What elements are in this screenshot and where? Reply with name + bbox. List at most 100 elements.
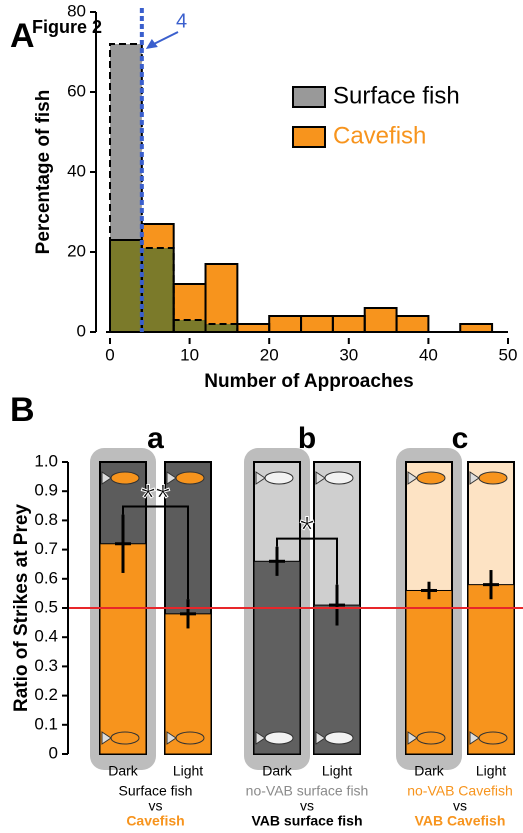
- bar: [164, 613, 212, 755]
- comparison-text: VAB Cavefish: [415, 813, 506, 829]
- x-tick-label: Dark: [414, 763, 445, 779]
- hist-bar-fill: [460, 324, 493, 332]
- x-tick-label: 0: [105, 345, 114, 364]
- x-tick-label: Light: [173, 763, 203, 779]
- legend-label: Cavefish: [333, 122, 426, 149]
- group-label: b: [298, 422, 316, 455]
- y-tick-label: 80: [67, 1, 86, 20]
- significance-bracket: [122, 505, 189, 600]
- fish-tail: [255, 731, 266, 745]
- x-tick-label: 10: [180, 345, 199, 364]
- y-axis-label: Ratio of Strikes at Prey: [11, 504, 32, 712]
- comparison-text: VAB surface fish: [252, 813, 363, 829]
- significance-bracket: [276, 537, 338, 585]
- y-tick-label: 0.6: [34, 568, 58, 587]
- fish-icon: [324, 471, 354, 485]
- bar: [405, 589, 453, 755]
- panel-label: A: [10, 17, 35, 55]
- bar: [253, 560, 301, 755]
- bar: [467, 584, 515, 755]
- fish-icon: [175, 471, 205, 485]
- significance-label: **: [141, 478, 171, 520]
- hist-bar-outline: [395, 315, 430, 332]
- fish-icon: [324, 731, 354, 745]
- y-tick-label: 0.7: [34, 539, 58, 558]
- comparison-text: vs: [453, 798, 467, 814]
- hist-bar-fill: [332, 316, 365, 332]
- hist-bar-fill: [237, 324, 270, 332]
- legend-swatch: [292, 86, 326, 108]
- bar: [99, 543, 147, 755]
- fish-icon: [264, 731, 294, 745]
- y-tick-label: 0: [77, 321, 86, 340]
- x-tick-label: 20: [260, 345, 279, 364]
- fish-tail: [101, 731, 112, 745]
- fish-icon: [416, 471, 446, 485]
- y-tick-label: 0.4: [34, 627, 58, 646]
- hist-bar-fill: [205, 264, 238, 332]
- x-axis-label: Number of Approaches: [204, 371, 413, 392]
- panel-label: B: [10, 391, 35, 429]
- significance-label: *: [300, 510, 315, 552]
- comparison-text: Cavefish: [126, 813, 184, 829]
- hist-overlap: [173, 320, 206, 332]
- legend-swatch: [292, 126, 326, 148]
- x-tick-label: 30: [339, 345, 358, 364]
- group-label: c: [452, 422, 469, 455]
- bar: [313, 604, 361, 755]
- hist-bar-fill: [269, 316, 302, 332]
- hist-overlap: [205, 324, 238, 332]
- comparison-text: vs: [300, 798, 314, 814]
- comparison-text: no-VAB Cavefish: [407, 783, 513, 799]
- y-tick-label: 0: [49, 743, 58, 762]
- y-tick-label: 60: [67, 81, 86, 100]
- fish-tail: [407, 471, 418, 485]
- y-tick-label: 1.0: [34, 451, 58, 470]
- hist-overlap: [141, 248, 174, 332]
- y-axis-label: Percentage of fish: [33, 90, 54, 255]
- group-label: a: [147, 422, 164, 455]
- x-tick-label: 50: [499, 345, 518, 364]
- annotation-label: 4: [176, 10, 187, 32]
- fish-tail: [166, 731, 177, 745]
- y-tick-label: 0.5: [34, 597, 58, 616]
- fish-tail: [469, 731, 480, 745]
- fish-tail: [315, 731, 326, 745]
- fish-tail: [166, 471, 177, 485]
- y-tick-label: 0.9: [34, 481, 58, 500]
- comparison-text: Surface fish: [119, 783, 193, 799]
- y-tick-label: 40: [67, 161, 86, 180]
- fish-tail: [469, 471, 480, 485]
- comparison-text: vs: [149, 798, 163, 814]
- comparison-text: no-VAB surface fish: [246, 783, 369, 799]
- fish-icon: [110, 731, 140, 745]
- x-tick-label: 40: [419, 345, 438, 364]
- fish-icon: [478, 471, 508, 485]
- hist-bar-outline: [204, 323, 239, 332]
- fish-icon: [264, 471, 294, 485]
- hist-bar-outline: [459, 323, 494, 332]
- legend-label: Surface fish: [333, 82, 460, 109]
- y-tick-label: 20: [67, 241, 86, 260]
- fish-icon: [416, 731, 446, 745]
- fish-icon: [110, 471, 140, 485]
- fish-tail: [407, 731, 418, 745]
- hist-bar-fill: [396, 316, 429, 332]
- hist-bar-outline: [204, 263, 239, 332]
- y-tick-label: 0.3: [34, 656, 58, 675]
- figure-label: Figure 2: [32, 17, 102, 37]
- fish-tail: [101, 471, 112, 485]
- y-tick-label: 0.1: [34, 714, 58, 733]
- fish-tail: [315, 471, 326, 485]
- hist-overlap: [110, 240, 142, 332]
- x-tick-label: Light: [322, 763, 352, 779]
- x-tick-label: Light: [476, 763, 506, 779]
- y-tick-label: 0.2: [34, 685, 58, 704]
- hist-bar-fill: [301, 316, 333, 332]
- fish-tail: [255, 471, 266, 485]
- y-tick-label: 0.8: [34, 510, 58, 529]
- fish-icon: [175, 731, 205, 745]
- hist-bar-fill: [364, 308, 397, 332]
- x-tick-label: Dark: [262, 763, 293, 779]
